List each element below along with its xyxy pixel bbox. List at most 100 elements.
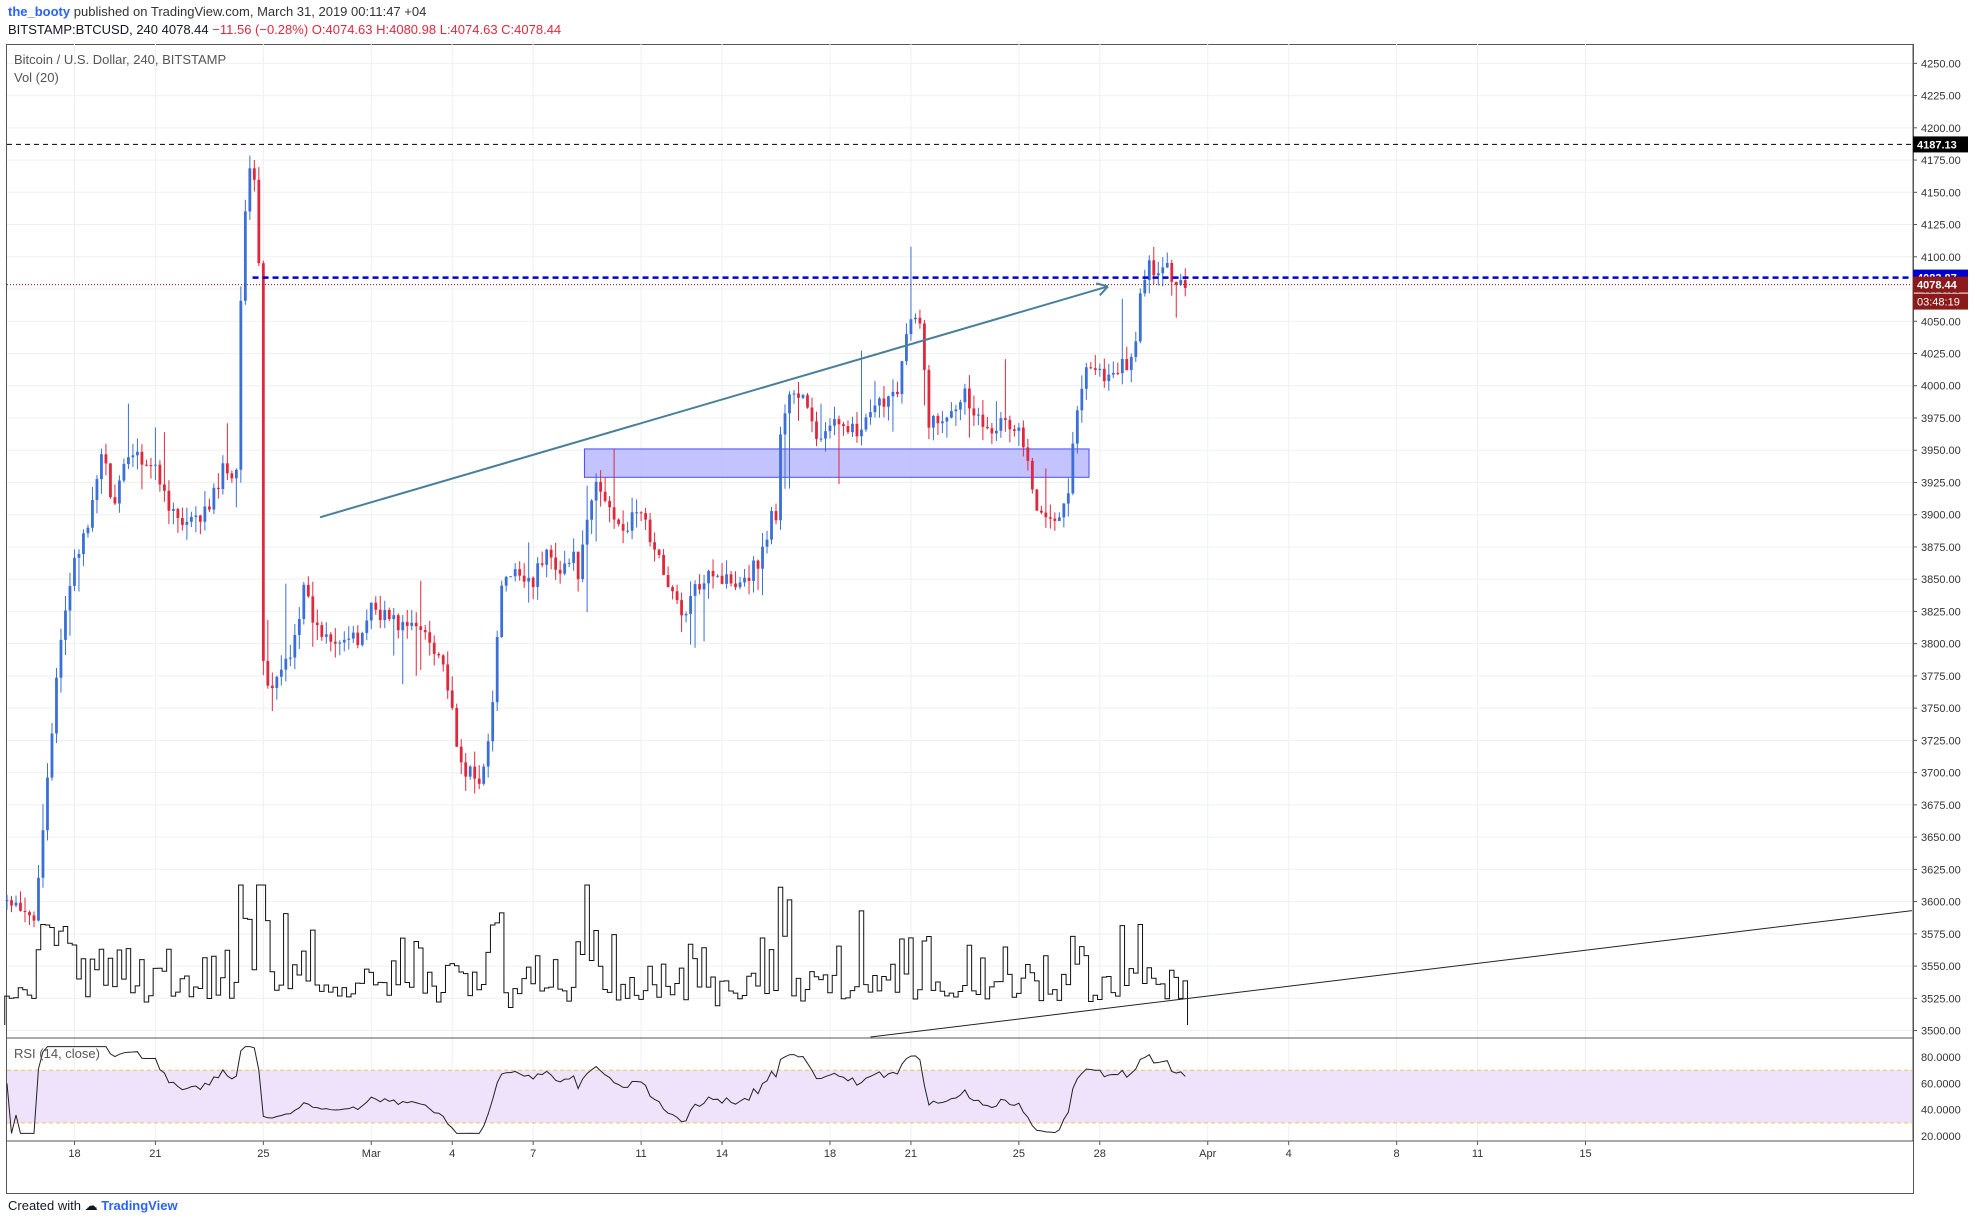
candle-body	[225, 463, 229, 474]
candle-body	[630, 512, 634, 531]
candle-body	[783, 413, 787, 435]
candle-body	[936, 415, 940, 424]
author-link[interactable]: the_booty	[8, 4, 71, 19]
candle-body	[828, 425, 832, 432]
candle-body	[473, 766, 477, 779]
candle-body	[909, 319, 913, 335]
candle-body	[1156, 273, 1160, 276]
candle-body	[333, 641, 337, 644]
candle-body	[95, 479, 99, 500]
candle-body	[967, 388, 971, 409]
candle-body	[972, 408, 976, 416]
candle-body	[1179, 280, 1183, 285]
candle-body	[527, 577, 531, 582]
candle-body	[887, 396, 890, 407]
candle-body	[297, 619, 301, 635]
candle-body	[923, 323, 926, 370]
price-badge	[1913, 276, 1968, 293]
candle-body	[761, 546, 764, 569]
candle-body	[644, 513, 647, 520]
price-tick-label: 3800.00	[1921, 639, 1961, 651]
candle-body	[306, 584, 310, 597]
candle-body	[702, 583, 706, 590]
candle-body	[1048, 517, 1052, 519]
candle-body	[918, 317, 922, 324]
candle-body	[657, 549, 661, 556]
price-tick-label: 3950.00	[1921, 445, 1961, 457]
price-tick-label: 3700.00	[1921, 768, 1961, 780]
time-tick-label: 4	[1286, 1148, 1292, 1160]
candle-body	[464, 762, 468, 777]
candle-body	[180, 518, 184, 525]
candle-body	[626, 530, 630, 532]
candle-body	[914, 317, 917, 320]
candle-body	[779, 434, 782, 521]
candle-body	[221, 463, 225, 489]
candle-body	[531, 577, 535, 587]
candle-body	[14, 902, 18, 906]
candle-body	[163, 484, 166, 491]
candle-body	[851, 423, 854, 433]
rsi-tick-label: 80.0000	[1921, 1052, 1961, 1064]
rsi-tick-label: 40.0000	[1921, 1105, 1961, 1117]
trendline-arrow	[319, 285, 1109, 519]
support-zone	[583, 448, 1090, 478]
candle-body	[1116, 372, 1120, 374]
candle-body	[680, 600, 683, 616]
candle-body	[468, 766, 472, 777]
candle-body	[896, 391, 899, 395]
candle-body	[999, 418, 1003, 431]
footer: Created with ☁ TradingView	[8, 1198, 178, 1214]
candle-body	[172, 509, 175, 511]
candle-body	[266, 660, 270, 686]
candle-body	[684, 613, 688, 616]
candle-body	[1120, 359, 1124, 374]
time-tick-label: 7	[530, 1148, 536, 1160]
candle-body	[194, 515, 198, 517]
candle-body	[1039, 510, 1043, 513]
price-tick-label: 3575.00	[1921, 929, 1961, 941]
candle-body	[590, 500, 594, 520]
price-badge-label: 4078.44	[1917, 280, 1958, 292]
candle-body	[1165, 262, 1169, 268]
candle-body	[149, 465, 153, 467]
price-tick-label: 4025.00	[1921, 349, 1961, 361]
price-tick-label: 4150.00	[1921, 187, 1961, 199]
candle-body	[1089, 367, 1093, 369]
candle-body	[369, 602, 373, 621]
candle-body	[145, 464, 148, 466]
price-tick-label: 3600.00	[1921, 897, 1961, 909]
candle-body	[797, 393, 800, 398]
candle-body	[1012, 429, 1016, 431]
candle-body	[374, 602, 378, 610]
candle-body	[365, 620, 369, 633]
candle-body	[1075, 410, 1079, 444]
rsi-tick-label: 20.0000	[1921, 1131, 1961, 1143]
candle-body	[522, 575, 526, 582]
tradingview-brand[interactable]: TradingView	[101, 1198, 178, 1213]
rsi-line	[6, 1046, 1186, 1134]
candle-body	[1125, 359, 1129, 370]
candle-body	[1026, 447, 1030, 461]
candle-body	[941, 421, 944, 424]
price-change: −11.56 (−0.28%)	[212, 22, 309, 37]
candle-body	[342, 639, 346, 643]
candle-body	[1062, 503, 1066, 518]
candle-body	[109, 463, 112, 498]
volume-line	[4, 884, 1189, 1025]
time-tick-label: 8	[1394, 1148, 1400, 1160]
candle-body	[954, 409, 958, 412]
candle-body	[284, 658, 288, 670]
candle-body	[230, 473, 234, 479]
candle-body	[1035, 489, 1039, 511]
candle-body	[1143, 280, 1147, 294]
candle-body	[572, 551, 576, 563]
candle-body	[104, 454, 108, 464]
time-tick-label: Apr	[1199, 1148, 1216, 1160]
chart-header: the_booty published on TradingView.com, …	[8, 3, 561, 39]
candle-body	[279, 669, 283, 677]
candle-body	[837, 419, 841, 425]
last-price: 4078.44	[161, 22, 209, 37]
candle-body	[136, 451, 139, 456]
